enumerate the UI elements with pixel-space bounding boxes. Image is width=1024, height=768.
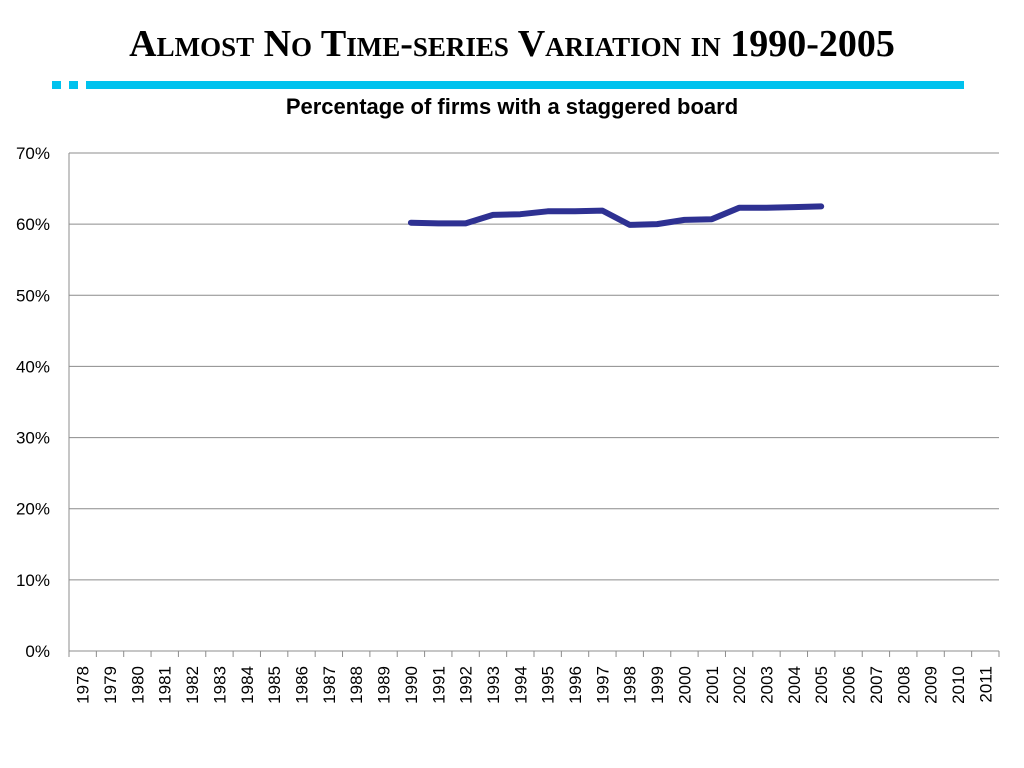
series-layer [407, 203, 825, 228]
y-tick-label: 20% [16, 500, 50, 519]
x-tick-label: 1995 [539, 666, 558, 704]
y-tick-label: 40% [16, 357, 50, 376]
x-tick-label: 1999 [648, 666, 667, 704]
y-tick-label: 10% [16, 571, 50, 590]
x-tick-label: 1981 [156, 666, 175, 704]
slide-title: Almost No Time-series Variation in 1990-… [129, 23, 895, 65]
x-tick-label: 2004 [785, 666, 804, 704]
y-tick-label: 60% [16, 215, 50, 234]
axes [68, 153, 1000, 657]
x-tick-label: 2000 [675, 666, 694, 704]
x-tick-label: 1979 [101, 666, 120, 704]
y-tick-label: 30% [16, 429, 50, 448]
x-tick-label: 1993 [484, 666, 503, 704]
x-tick-label: 2011 [976, 666, 995, 703]
y-tick-label: 0% [25, 642, 50, 661]
chart-title: Percentage of firms with a staggered boa… [286, 94, 738, 119]
x-tick-label: 2008 [894, 666, 913, 704]
x-tick-label: 1978 [74, 666, 93, 704]
x-tick-label: 1983 [210, 666, 229, 704]
x-tick-label: 1998 [621, 666, 640, 704]
x-tick-label: 1989 [375, 666, 394, 704]
x-tick-label: 1991 [429, 666, 448, 704]
x-tick-label: 1990 [402, 666, 421, 704]
accent-bar-dot [52, 81, 61, 89]
accent-bar [86, 81, 964, 89]
accent-bar-dot [69, 81, 78, 89]
y-axis-ticks: 0% 10% 20% 30% 40% 50% 60% 70% [16, 144, 50, 661]
x-tick-label: 1985 [265, 666, 284, 704]
x-tick-label: 2007 [867, 666, 886, 704]
x-tick-label: 1982 [183, 666, 202, 704]
x-tick-label: 2001 [703, 666, 722, 704]
series-line [407, 203, 825, 228]
x-tick-label: 1994 [511, 666, 530, 704]
x-tick-label: 2005 [812, 666, 831, 704]
x-axis-ticks: 1978 1979 1980 1981 1982 1983 1984 1985 1986 1987… [74, 666, 996, 704]
x-tick-label: 2010 [949, 666, 968, 704]
x-tick-label: 2003 [758, 666, 777, 704]
x-tick-label: 1992 [457, 666, 476, 704]
x-tick-label: 1980 [128, 666, 147, 704]
x-tick-label: 1984 [238, 666, 257, 704]
x-tick-label: 1986 [293, 666, 312, 704]
gridlines [69, 152, 999, 581]
x-tick-label: 1997 [593, 666, 612, 704]
y-tick-label: 50% [16, 286, 50, 305]
x-tick-label: 2006 [840, 666, 859, 704]
x-tick-label: 1987 [320, 666, 339, 704]
x-tick-label: 2009 [922, 666, 941, 704]
x-tick-label: 1988 [347, 666, 366, 704]
x-tick-label: 1996 [566, 666, 585, 704]
y-tick-label: 70% [16, 144, 50, 163]
x-tick-label: 2002 [730, 666, 749, 704]
